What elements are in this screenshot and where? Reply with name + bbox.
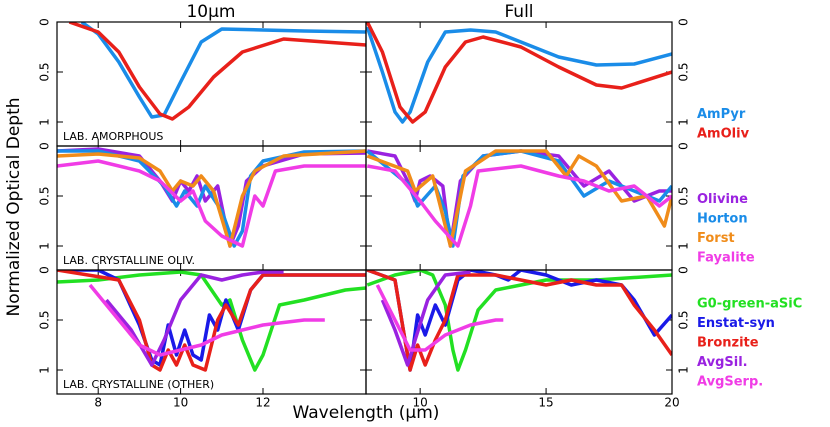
column-title: Full [504, 2, 533, 22]
spectrum-line [375, 284, 504, 352]
column-title: 10µm [186, 2, 235, 22]
y-tick-label: 0.5 [677, 310, 691, 329]
spectrum-line [88, 283, 325, 357]
spectrum-line [366, 270, 672, 372]
row-label: LAB. CRYSTALLINE OLIV. [63, 254, 195, 267]
spectrum-line [366, 164, 672, 248]
y-tick-label: 0 [677, 18, 691, 26]
y-tick-label: 1 [677, 242, 691, 250]
spectrum-line [68, 22, 366, 121]
y-tick-label: 0 [38, 142, 52, 150]
legend-entry: G0-green-aSiC [697, 297, 802, 312]
legend-entry: AvgSerp. [697, 375, 763, 390]
y-tick-label: 0.5 [38, 310, 52, 329]
legend-entry: Olivine [697, 192, 748, 207]
x-tick-label: 15 [538, 396, 553, 410]
spectrum-line [366, 149, 672, 248]
y-tick-label: 1 [38, 366, 52, 374]
y-axis-label: Normalized Optical Depth [4, 97, 24, 316]
spectrum-line [366, 22, 672, 124]
legend-entry: AmPyr [697, 107, 746, 122]
spectrum-line [57, 149, 366, 248]
legend-entry: Horton [697, 212, 748, 227]
y-tick-label: 0.5 [677, 186, 691, 205]
x-tick-label: 10 [413, 396, 428, 410]
y-tick-label: 0.5 [677, 62, 691, 81]
y-tick-label: 0 [677, 266, 691, 274]
y-tick-label: 0.5 [38, 186, 52, 205]
y-tick-label: 0 [38, 18, 52, 26]
x-tick-label: 20 [664, 396, 679, 410]
spectrum-line [366, 26, 672, 124]
legend-entry: Enstat-syn [697, 316, 775, 331]
row-label: LAB. AMORPHOUS [63, 130, 163, 143]
spectrum-line [57, 270, 366, 372]
x-axis-label: Wavelength (µm) [293, 403, 440, 423]
row-label: LAB. CRYSTALLINE (OTHER) [63, 378, 214, 391]
y-tick-label: 1 [38, 118, 52, 126]
x-tick-label: 12 [255, 396, 270, 410]
spectrum-line [380, 270, 471, 367]
legend-entry: Fayalite [697, 251, 755, 266]
y-tick-label: 0.5 [38, 62, 52, 81]
y-tick-label: 0 [38, 266, 52, 274]
spectrum-line [80, 22, 366, 119]
panel-frame [365, 269, 673, 395]
y-tick-label: 1 [677, 366, 691, 374]
y-tick-label: 1 [38, 242, 52, 250]
spectrum-line [57, 149, 366, 248]
x-tick-label: 8 [94, 396, 102, 410]
legend-entry: AmOliv [697, 127, 750, 142]
legend-entry: Bronzite [697, 336, 759, 351]
y-tick-label: 1 [677, 118, 691, 126]
spectrum-line [57, 159, 366, 248]
y-tick-label: 0 [677, 142, 691, 150]
spectrum-line [105, 270, 284, 367]
legend-entry: AvgSil. [697, 355, 748, 370]
legend-entry: Forst [697, 231, 735, 246]
x-tick-label: 10 [173, 396, 188, 410]
